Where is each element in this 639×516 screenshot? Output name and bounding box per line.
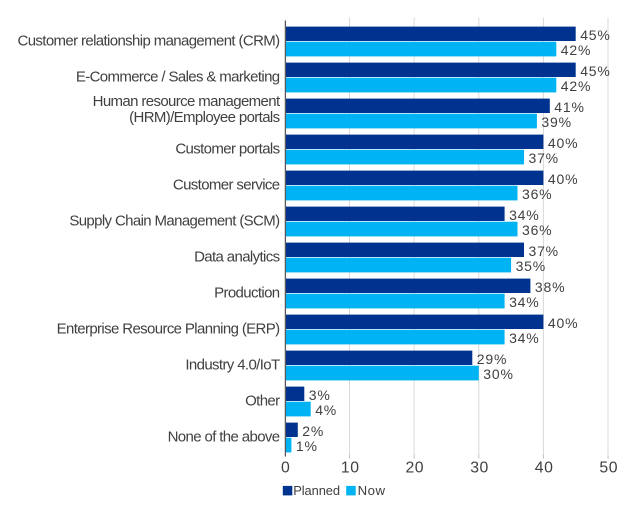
svg-text:38%: 38%: [535, 279, 565, 295]
svg-text:Customer portals: Customer portals: [175, 141, 279, 158]
svg-text:37%: 37%: [529, 150, 559, 166]
svg-text:40: 40: [535, 459, 554, 476]
svg-text:34%: 34%: [509, 294, 539, 310]
svg-text:Other: Other: [245, 393, 280, 410]
svg-text:3%: 3%: [309, 387, 331, 403]
svg-text:20: 20: [406, 459, 425, 476]
svg-text:E-Commerce / Sales & marketing: E-Commerce / Sales & marketing: [76, 69, 280, 86]
svg-text:40%: 40%: [548, 135, 578, 151]
svg-text:Human resource management: Human resource management: [93, 93, 281, 110]
svg-text:30: 30: [470, 459, 489, 476]
svg-text:Planned: Planned: [293, 483, 340, 498]
svg-text:(HRM)/Employee portals: (HRM)/Employee portals: [129, 109, 279, 126]
svg-text:41%: 41%: [554, 99, 584, 115]
svg-text:42%: 42%: [561, 78, 591, 94]
svg-text:Now: Now: [358, 483, 386, 498]
svg-text:36%: 36%: [522, 222, 552, 238]
svg-text:Enterprise Resource Planning (: Enterprise Resource Planning (ERP): [57, 321, 280, 338]
svg-text:None of the above: None of the above: [168, 429, 280, 446]
svg-text:45%: 45%: [580, 63, 610, 79]
svg-text:10: 10: [341, 459, 360, 476]
svg-text:Data analytics: Data analytics: [194, 249, 280, 266]
svg-text:34%: 34%: [509, 330, 539, 346]
svg-text:42%: 42%: [561, 42, 591, 58]
svg-text:40%: 40%: [548, 171, 578, 187]
svg-text:40%: 40%: [548, 315, 578, 331]
svg-text:Production: Production: [214, 285, 280, 302]
svg-text:Customer service: Customer service: [173, 177, 280, 194]
svg-text:30%: 30%: [483, 366, 513, 382]
svg-text:37%: 37%: [529, 243, 559, 259]
svg-text:Industry 4.0/IoT: Industry 4.0/IoT: [185, 357, 280, 374]
svg-text:29%: 29%: [477, 351, 507, 367]
svg-text:0: 0: [281, 459, 290, 476]
svg-text:39%: 39%: [541, 114, 571, 130]
svg-text:45%: 45%: [580, 27, 610, 43]
svg-text:34%: 34%: [509, 207, 539, 223]
svg-text:1%: 1%: [296, 438, 318, 454]
svg-text:2%: 2%: [302, 423, 324, 439]
svg-text:Customer relationship manageme: Customer relationship management (CRM): [18, 33, 281, 50]
svg-text:36%: 36%: [522, 186, 552, 202]
svg-text:50: 50: [599, 459, 618, 476]
svg-text:35%: 35%: [516, 258, 546, 274]
svg-text:4%: 4%: [315, 402, 337, 418]
svg-text:Supply Chain Management (SCM): Supply Chain Management (SCM): [69, 213, 280, 230]
